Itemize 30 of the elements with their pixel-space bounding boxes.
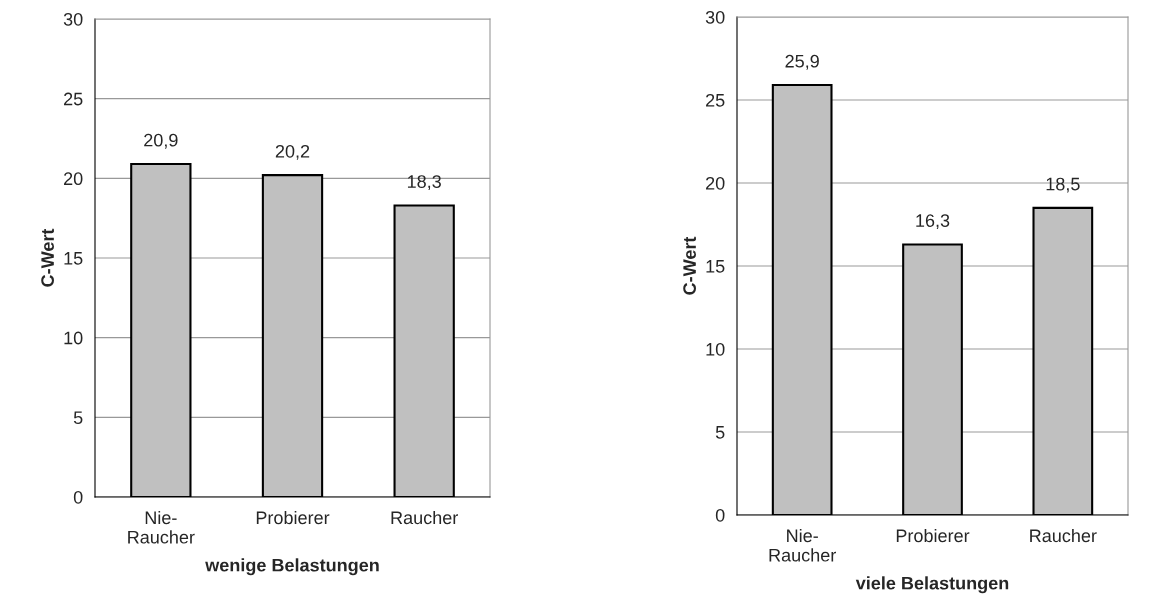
- x-tick-label: Probierer: [896, 528, 970, 543]
- data-label: 20,9: [144, 133, 178, 149]
- x-tick-label: Raucher: [391, 510, 458, 525]
- y-tick-label: 0: [715, 508, 725, 522]
- data-label: 20,2: [275, 144, 310, 160]
- data-label: 16,3: [916, 214, 950, 230]
- y-tick-label: 5: [715, 426, 725, 439]
- y-tick-label: 30: [63, 12, 83, 26]
- y-tick-label: 25: [64, 92, 83, 106]
- y-tick-label: 10: [706, 342, 725, 356]
- y-tick-label: 0: [73, 490, 83, 504]
- data-label: 18,5: [1046, 177, 1080, 193]
- y-axis-title: C-Wert: [41, 228, 54, 287]
- y-tick-label: 20: [64, 172, 83, 186]
- x-tick-label: Probierer: [256, 510, 330, 525]
- y-tick-label: 15: [706, 260, 725, 273]
- y-tick-label: 30: [705, 10, 725, 24]
- y-tick-label: 5: [73, 411, 83, 425]
- x-tick-label: Nie- Raucher: [128, 510, 195, 544]
- data-label: 25,9: [785, 54, 819, 70]
- x-axis-title: viele Belastungen: [855, 576, 1009, 594]
- y-axis-title: C-Wert: [683, 236, 696, 295]
- y-tick-label: 20: [706, 176, 725, 190]
- y-tick-label: 15: [64, 252, 83, 265]
- y-tick-label: 10: [64, 331, 83, 345]
- data-label: 18,3: [407, 175, 441, 191]
- x-tick-label: Nie- Raucher: [769, 528, 836, 562]
- x-tick-label: Raucher: [1030, 528, 1097, 543]
- y-tick-label: 25: [706, 93, 725, 107]
- x-axis-title: wenige Belastungen: [205, 558, 379, 576]
